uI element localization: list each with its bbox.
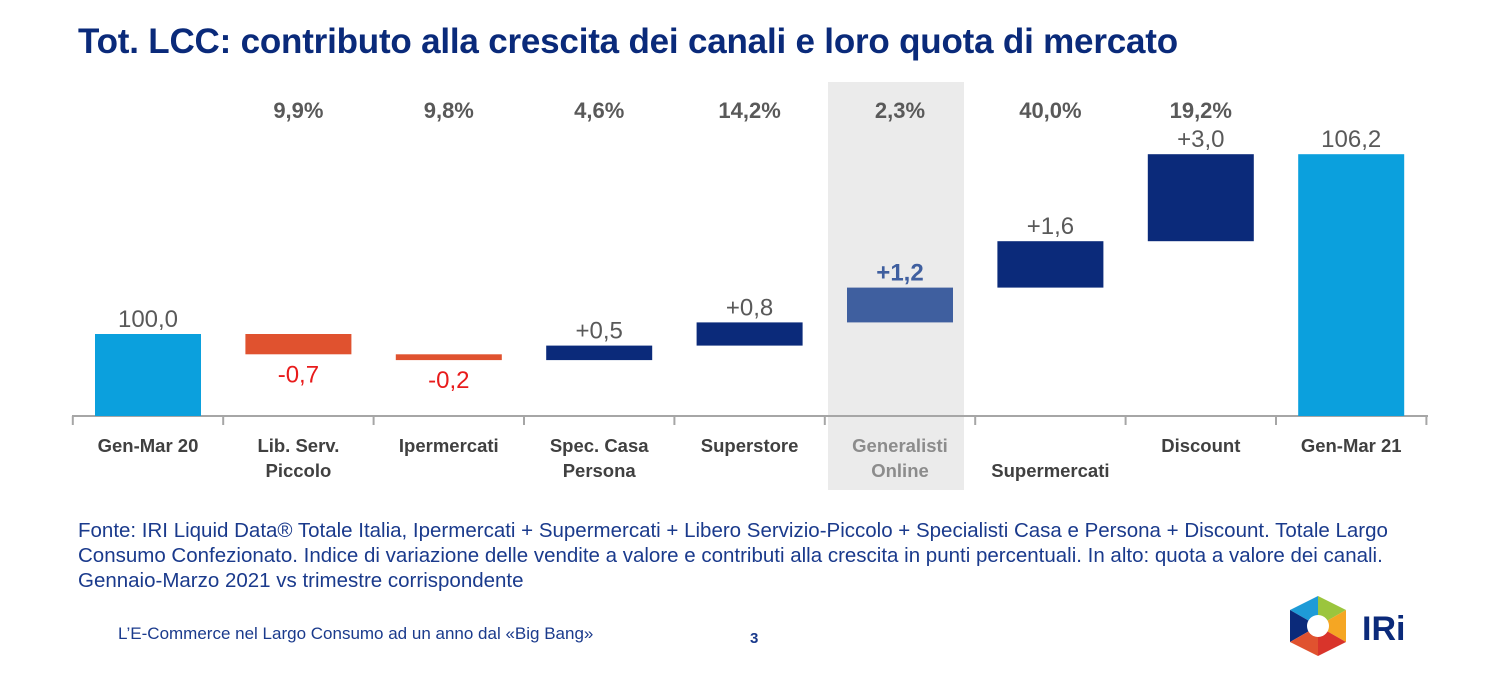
bar	[245, 334, 352, 355]
highlight-band	[828, 82, 964, 490]
x-tick-label: Gen-Mar 21	[1301, 435, 1402, 456]
share-label: 9,9%	[273, 98, 323, 123]
share-label: 9,8%	[424, 98, 474, 123]
data-label: 106,2	[1321, 126, 1381, 153]
x-tick-label: Lib. Serv.	[257, 435, 339, 456]
waterfall-chart: 100,0 Gen-Mar 20 -0,7 9,9% Lib. Serv. Piccolo…	[71, 82, 1428, 490]
share-label: 4,6%	[574, 98, 624, 123]
x-tick-label: Persona	[563, 460, 637, 481]
x-tick-label: Superstore	[701, 435, 799, 456]
data-label: -0,2	[428, 367, 469, 394]
iri-logo-text: IRi	[1362, 610, 1405, 648]
bar	[395, 354, 502, 361]
bar	[997, 241, 1104, 288]
data-label: +1,6	[1027, 213, 1074, 240]
x-tick-label: Supermercati	[991, 460, 1109, 481]
bar	[95, 334, 201, 416]
share-label: 14,2%	[718, 98, 780, 123]
page-title: Tot. LCC: contributo alla crescita dei c…	[78, 22, 1178, 61]
bar	[1147, 154, 1254, 242]
x-tick-label: Online	[871, 460, 929, 481]
data-label: -0,7	[278, 361, 319, 388]
iri-logo: IRi	[1290, 596, 1405, 656]
x-tick-label: Spec. Casa	[550, 435, 649, 456]
source-note: Fonte: IRI Liquid Data® Totale Italia, I…	[78, 519, 1388, 592]
page-number: 3	[750, 630, 759, 647]
data-label: 100,0	[118, 306, 178, 333]
x-tick-label: Gen-Mar 20	[98, 435, 199, 456]
bar	[1298, 154, 1405, 416]
bar	[847, 287, 953, 323]
data-label: +3,0	[1177, 126, 1224, 153]
bar	[696, 322, 803, 346]
share-label: 40,0%	[1019, 98, 1081, 123]
bar	[546, 345, 653, 361]
share-label: 19,2%	[1170, 98, 1232, 123]
x-tick-label: Generalisti	[852, 435, 948, 456]
iri-logo-icon	[1290, 596, 1346, 656]
data-label: +1,2	[876, 260, 923, 287]
x-tick-label: Discount	[1161, 435, 1240, 456]
footer-text: L’E-Commerce nel Largo Consumo ad un ann…	[118, 624, 594, 643]
data-label: +0,8	[726, 294, 773, 321]
x-tick-label: Ipermercati	[399, 435, 499, 456]
share-label: 2,3%	[875, 98, 925, 123]
x-tick-label: Piccolo	[265, 460, 331, 481]
data-label: +0,5	[576, 318, 623, 345]
